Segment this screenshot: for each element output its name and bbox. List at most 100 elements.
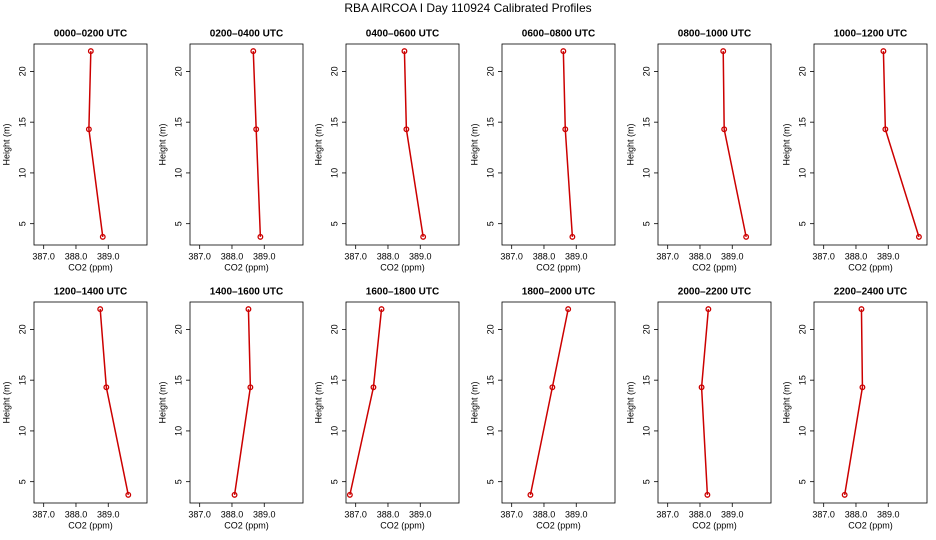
x-tick-label: 387.0 (812, 251, 835, 261)
panel: 0600–0800 UTC 387.0 388.0 389.0 5 10 15 20 CO2 (… (469, 29, 616, 272)
y-axis-label: Height (m) (1, 381, 11, 423)
x-axis-label: CO2 (ppm) (692, 262, 737, 272)
x-axis-label: CO2 (ppm) (224, 262, 269, 272)
y-tick-label: 10 (797, 168, 807, 178)
y-tick-label: 20 (485, 66, 495, 76)
x-axis-label: CO2 (ppm) (380, 520, 425, 530)
profile-point (85, 126, 92, 133)
profile-point (720, 48, 727, 55)
y-tick-label: 5 (797, 221, 807, 226)
y-axis-label: Height (m) (625, 381, 635, 423)
panel: 1600–1800 UTC 387.0 388.0 389.0 5 10 15 20 CO2 (… (313, 287, 460, 530)
x-tick-label: 388.0 (689, 251, 712, 261)
plot-frame (501, 43, 616, 246)
y-tick-label: 5 (17, 479, 27, 484)
panel: 0200–0400 UTC 387.0 388.0 389.0 5 10 15 20 CO2 (… (157, 29, 304, 272)
y-tick-label: 10 (329, 426, 339, 436)
x-tick-label: 387.0 (656, 251, 679, 261)
y-tick-label: 5 (329, 479, 339, 484)
panel-title: 1000–1200 UTC (834, 29, 907, 40)
y-axis-label: Height (m) (781, 381, 791, 423)
plot-frame (33, 43, 148, 246)
y-tick-label: 15 (641, 117, 651, 127)
y-tick-label: 20 (173, 66, 183, 76)
x-tick-label: 387.0 (656, 509, 679, 519)
panel: 1200–1400 UTC 387.0 388.0 389.0 5 10 15 20 CO2 (… (1, 287, 148, 530)
y-tick-label: 10 (797, 426, 807, 436)
x-tick-label: 387.0 (32, 251, 55, 261)
panel-title: 0400–0600 UTC (366, 29, 439, 40)
y-axis-label: Height (m) (625, 123, 635, 165)
profile-point (103, 384, 110, 391)
y-tick-label: 10 (329, 168, 339, 178)
plot-frame (813, 301, 928, 504)
profile-line (349, 309, 383, 496)
y-tick-label: 20 (485, 324, 495, 334)
x-axis-label: CO2 (ppm) (68, 262, 113, 272)
x-axis-label: CO2 (ppm) (536, 520, 581, 530)
profile-point (401, 48, 408, 55)
x-tick-label: 387.0 (188, 509, 211, 519)
x-tick-label: 389.0 (409, 509, 432, 519)
x-tick-label: 387.0 (500, 509, 523, 519)
profile-point (346, 491, 353, 498)
x-tick-label: 389.0 (97, 251, 120, 261)
x-tick-label: 387.0 (500, 251, 523, 261)
profile-line (529, 308, 569, 496)
profile-point (527, 491, 534, 498)
x-axis-label: CO2 (ppm) (536, 262, 581, 272)
panel: 2200–2400 UTC 387.0 388.0 389.0 5 10 15 20 CO2 (… (781, 287, 928, 530)
y-tick-label: 20 (17, 324, 27, 334)
y-axis-label: Height (m) (157, 123, 167, 165)
profile-point (87, 48, 94, 55)
profile-point (880, 48, 887, 55)
y-tick-label: 10 (641, 426, 651, 436)
panel: 1000–1200 UTC 387.0 388.0 389.0 5 10 15 20 CO2 (… (781, 29, 928, 272)
x-tick-label: 389.0 (877, 509, 900, 519)
profile-line (722, 51, 747, 238)
profile-line (843, 309, 864, 496)
x-tick-label: 389.0 (721, 251, 744, 261)
panel: 0800–1000 UTC 387.0 388.0 389.0 5 10 15 20 CO2 (… (625, 29, 772, 272)
plot-frame (189, 43, 304, 246)
x-tick-label: 389.0 (721, 509, 744, 519)
x-tick-label: 389.0 (409, 251, 432, 261)
profile-line (403, 51, 424, 237)
y-tick-label: 5 (17, 221, 27, 226)
y-tick-label: 20 (329, 324, 339, 334)
figure-title: RBA AIRCOA I Day 110924 Calibrated Profi… (344, 1, 591, 15)
x-tick-label: 388.0 (221, 251, 244, 261)
y-axis-label: Height (m) (469, 123, 479, 165)
profile-point (370, 384, 377, 391)
y-axis-label: Height (m) (781, 123, 791, 165)
profile-line (88, 51, 104, 237)
x-tick-label: 389.0 (565, 509, 588, 519)
x-axis-label: CO2 (ppm) (692, 520, 737, 530)
y-axis-label: Height (m) (313, 381, 323, 423)
x-tick-label: 387.0 (188, 251, 211, 261)
y-tick-label: 15 (17, 117, 27, 127)
y-axis-label: Height (m) (469, 381, 479, 423)
panel-title: 0800–1000 UTC (678, 29, 751, 40)
profile-point (247, 384, 254, 391)
x-tick-label: 387.0 (812, 509, 835, 519)
profile-point (841, 491, 848, 498)
profile-point (99, 233, 106, 240)
profile-point (245, 306, 252, 313)
y-axis-label: Height (m) (1, 123, 11, 165)
profile-point (859, 384, 866, 391)
y-tick-label: 20 (641, 66, 651, 76)
plot-frame (501, 301, 616, 504)
y-tick-label: 5 (173, 221, 183, 226)
y-tick-label: 5 (485, 221, 495, 226)
plot-frame (657, 301, 772, 504)
profile-line (252, 51, 262, 237)
profile-point (560, 48, 567, 55)
plot-frame (345, 43, 460, 246)
y-tick-label: 15 (17, 375, 27, 385)
profile-line (99, 309, 130, 496)
profile-line (700, 309, 710, 495)
x-tick-label: 387.0 (32, 509, 55, 519)
panel-title: 0000–0200 UTC (54, 29, 127, 40)
y-tick-label: 5 (329, 221, 339, 226)
